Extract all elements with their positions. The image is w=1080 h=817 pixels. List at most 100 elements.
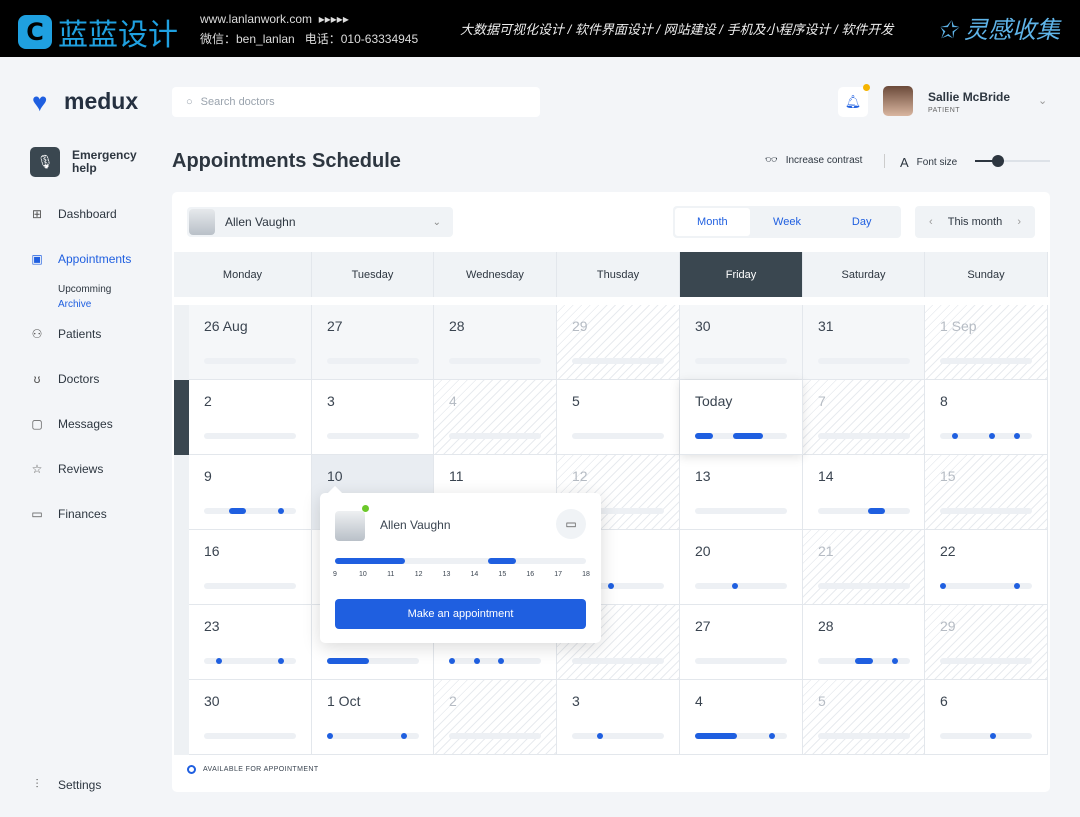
calendar-day-cell[interactable]: 13 bbox=[680, 455, 803, 530]
week-marker[interactable] bbox=[174, 530, 189, 605]
sidebar-item-settings[interactable]: ⫶ Settings bbox=[30, 777, 101, 792]
tab-day[interactable]: Day bbox=[851, 216, 872, 228]
week-marker[interactable] bbox=[174, 605, 189, 680]
week-marker[interactable] bbox=[174, 305, 189, 380]
sidebar-item-messages[interactable]: ▢ Messages bbox=[30, 417, 112, 431]
appointment-track bbox=[940, 358, 1032, 364]
appointment-track bbox=[327, 433, 419, 439]
calendar-day-cell[interactable]: 26 Aug bbox=[189, 305, 312, 380]
calendar-day-cell[interactable]: 14 bbox=[803, 455, 925, 530]
calendar-day-cell[interactable]: 21 bbox=[803, 530, 925, 605]
day-number: 13 bbox=[695, 468, 711, 484]
appointment-segment bbox=[228, 508, 246, 514]
hour-ticks: 9 10 11 12 13 14 15 16 17 18 bbox=[333, 571, 590, 581]
calendar-day-cell[interactable]: 23 bbox=[189, 605, 312, 680]
doctor-select[interactable]: Allen Vaughn ⌄ bbox=[187, 207, 453, 237]
doctor-availability-popup: Allen Vaughn ▭ 9 10 11 12 13 14 15 16 17 18 Make … bbox=[320, 493, 601, 643]
emergency-help-button[interactable]: 🎙︎ Emergency help bbox=[30, 147, 142, 177]
sidebar-sub-archive[interactable]: Archive bbox=[58, 299, 92, 310]
slider-knob[interactable] bbox=[991, 155, 1004, 167]
tab-month[interactable]: Month bbox=[675, 208, 750, 236]
calendar-day-cell[interactable]: 8 bbox=[925, 380, 1048, 455]
calendar-day-cell[interactable]: 4 bbox=[680, 680, 803, 755]
calendar-day-cell[interactable]: 3 bbox=[312, 380, 434, 455]
week-marker[interactable] bbox=[174, 680, 189, 755]
appointment-track bbox=[204, 658, 296, 664]
hour-tick: 14 bbox=[470, 571, 479, 578]
calendar-day-cell[interactable]: 30 bbox=[680, 305, 803, 380]
day-number: 28 bbox=[449, 318, 465, 334]
calendar-day-cell[interactable]: 29 bbox=[557, 305, 680, 380]
sidebar-item-label: Dashboard bbox=[58, 207, 117, 221]
sidebar-item-label: Finances bbox=[58, 507, 107, 521]
calendar-day-cell[interactable]: 5 bbox=[557, 380, 680, 455]
banner-right-text: 灵感收集 bbox=[964, 17, 1060, 44]
appointment-track bbox=[327, 358, 419, 364]
sidebar-item-finances[interactable]: ▭ Finances bbox=[30, 507, 107, 521]
sidebar-item-dashboard[interactable]: ⊞ Dashboard bbox=[30, 207, 117, 221]
calendar-day-cell[interactable]: 27 bbox=[680, 605, 803, 680]
calendar-day-cell[interactable]: 7 bbox=[803, 380, 925, 455]
user-role: PATIENT bbox=[928, 107, 961, 114]
hour-tick: 13 bbox=[442, 571, 451, 578]
appointment-dot bbox=[607, 583, 614, 589]
avatar[interactable] bbox=[883, 86, 913, 116]
calendar-day-cell[interactable]: 5 bbox=[803, 680, 925, 755]
app-logo[interactable]: ♥ medux bbox=[32, 88, 138, 115]
font-size-slider[interactable] bbox=[975, 155, 1050, 167]
calendar-day-cell[interactable]: 1 Oct bbox=[312, 680, 434, 755]
calendar-day-cell[interactable]: 22 bbox=[925, 530, 1048, 605]
chevron-down-icon[interactable]: ⌄ bbox=[1038, 95, 1048, 107]
stethoscope-icon: ʊ bbox=[33, 372, 41, 386]
calendar-day-cell[interactable]: 27 bbox=[312, 305, 434, 380]
online-status-dot bbox=[362, 505, 369, 512]
search-input[interactable]: ○ Search doctors bbox=[172, 87, 540, 117]
sidebar-item-appointments[interactable]: ▣ Appointments bbox=[30, 252, 131, 266]
sidebar-item-patients[interactable]: ⚇ Patients bbox=[30, 327, 102, 341]
appointment-dot bbox=[731, 583, 738, 589]
sidebar-item-reviews[interactable]: ☆ Reviews bbox=[30, 462, 104, 476]
day-number: 29 bbox=[940, 618, 956, 634]
calendar-day-cell[interactable]: 31 bbox=[803, 305, 925, 380]
appointment-track bbox=[572, 358, 664, 364]
calendar-day-cell[interactable]: 28 bbox=[434, 305, 557, 380]
appointment-dot bbox=[1013, 433, 1020, 439]
sidebar-sub-upcomming[interactable]: Upcomming bbox=[58, 284, 112, 295]
chat-icon: ▭ bbox=[565, 517, 577, 531]
calendar-day-cell[interactable]: 3 bbox=[557, 680, 680, 755]
make-appointment-button[interactable]: Make an appointment bbox=[335, 599, 586, 629]
calendar-day-cell[interactable]: Today bbox=[680, 380, 803, 455]
calendar-day-cell[interactable]: 20 bbox=[680, 530, 803, 605]
week-marker[interactable] bbox=[174, 380, 189, 455]
calendar-day-cell[interactable]: 16 bbox=[189, 530, 312, 605]
calendar-day-cell[interactable]: 6 bbox=[925, 680, 1048, 755]
chevron-right-icon[interactable]: › bbox=[1017, 216, 1021, 228]
calendar-day-cell[interactable]: 4 bbox=[434, 380, 557, 455]
calendar-day-cell[interactable]: 29 bbox=[925, 605, 1048, 680]
sidebar-item-doctors[interactable]: ʊ Doctors bbox=[30, 372, 100, 386]
message-button[interactable]: ▭ bbox=[556, 509, 586, 539]
microphone-icon: 🎙︎ bbox=[30, 147, 60, 177]
increase-contrast-button[interactable]: 👓︎ Increase contrast bbox=[765, 155, 862, 166]
chevron-left-icon[interactable]: ‹ bbox=[929, 216, 933, 228]
day-header-thusday: Thusday bbox=[557, 252, 680, 297]
notifications-button[interactable]: 🔔︎ bbox=[838, 84, 870, 117]
appointment-dot bbox=[940, 583, 947, 589]
appointment-track bbox=[818, 658, 910, 664]
calendar-day-cell[interactable]: 30 bbox=[189, 680, 312, 755]
calendar-day-cell[interactable]: 28 bbox=[803, 605, 925, 680]
appointment-track bbox=[695, 658, 787, 664]
tab-week[interactable]: Week bbox=[773, 216, 801, 228]
calendar-day-cell[interactable]: 15 bbox=[925, 455, 1048, 530]
user-name[interactable]: Sallie McBride bbox=[928, 90, 1011, 104]
logo-text: medux bbox=[64, 88, 139, 114]
appointment-dot bbox=[989, 433, 996, 439]
appointment-track bbox=[449, 433, 541, 439]
calendar-day-cell[interactable]: 9 bbox=[189, 455, 312, 530]
week-marker[interactable] bbox=[174, 455, 189, 530]
calendar-day-cell[interactable]: 2 bbox=[434, 680, 557, 755]
calendar-day-cell[interactable]: 2 bbox=[189, 380, 312, 455]
appointment-track bbox=[204, 508, 296, 514]
calendar-day-cell[interactable]: 1 Sep bbox=[925, 305, 1048, 380]
calendar-icon: ▣ bbox=[31, 252, 43, 266]
